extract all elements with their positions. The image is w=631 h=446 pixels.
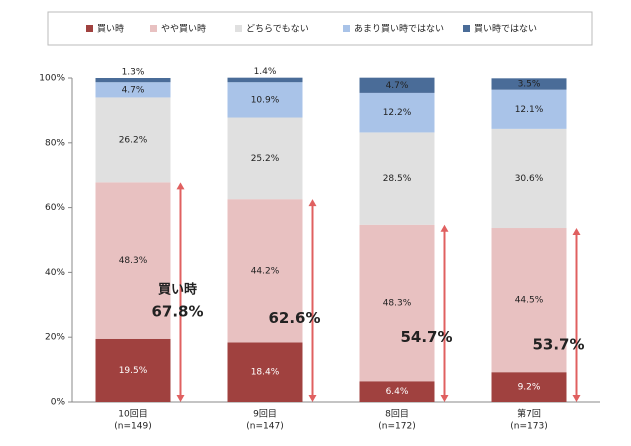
bar-segment: [95, 338, 171, 402]
y-tick-label: 40%: [45, 268, 65, 278]
bar-segment: [95, 78, 171, 83]
bar-segment: [95, 182, 171, 339]
bar-segment: [227, 117, 303, 200]
arrow-head: [176, 395, 185, 402]
value-label: 1.4%: [254, 67, 277, 77]
x-tick-label: 10回目: [118, 409, 147, 420]
bar-segment: [95, 97, 171, 183]
bar-segment: [227, 342, 303, 402]
legend-label: 買い時: [97, 24, 124, 35]
legend-swatch: [86, 25, 93, 32]
x-tick-sublabel: (n=147): [246, 422, 283, 432]
bar-segment: [491, 128, 567, 229]
annotation-label: 54.7%: [400, 328, 452, 346]
value-label: 9.2%: [518, 383, 541, 393]
annotation-label: 53.7%: [532, 336, 584, 354]
y-tick-label: 60%: [45, 203, 65, 213]
value-label: 4.7%: [386, 81, 409, 91]
value-label: 18.4%: [251, 368, 280, 378]
legend-swatch: [343, 25, 350, 32]
legend-label: どちらでもない: [246, 24, 309, 35]
x-tick-sublabel: (n=149): [114, 422, 151, 432]
arrow-head: [308, 199, 317, 207]
value-label: 6.4%: [386, 387, 409, 397]
bar-segment: [491, 89, 567, 129]
bar-segment: [227, 82, 303, 118]
bar-segment: [359, 224, 435, 382]
legend-box: [47, 11, 593, 46]
y-tick-label: 20%: [45, 333, 65, 343]
bar-segment: [491, 78, 567, 90]
value-label: 26.2%: [119, 135, 148, 145]
legend-label: あまり買い時ではない: [354, 24, 444, 35]
bar-segment: [359, 77, 435, 93]
arrow-head: [572, 395, 581, 402]
x-tick-sublabel: (n=173): [510, 422, 547, 432]
x-tick-label: 第7回: [517, 408, 541, 420]
value-label: 48.3%: [119, 256, 148, 266]
x-tick-label: 8回目: [385, 409, 409, 420]
value-label: 10.9%: [251, 95, 280, 105]
value-label: 44.2%: [251, 266, 280, 276]
arrow-head: [308, 395, 317, 402]
value-label: 3.5%: [518, 79, 541, 89]
value-label: 4.7%: [122, 85, 145, 95]
legend-swatch: [150, 25, 157, 32]
value-label: 28.5%: [383, 174, 412, 184]
y-tick-label: 0%: [51, 398, 66, 408]
bar-segment: [359, 132, 435, 225]
legend-swatch: [463, 25, 470, 32]
value-label: 1.3%: [122, 68, 145, 78]
bar-segment: [227, 77, 303, 83]
x-tick-sublabel: (n=172): [378, 422, 415, 432]
bar-segment: [491, 372, 567, 402]
arrow-head: [572, 228, 581, 236]
bar-segment: [359, 92, 435, 133]
y-tick-label: 100%: [39, 74, 65, 84]
bar-segment: [227, 199, 303, 343]
value-label: 44.5%: [515, 296, 544, 306]
arrow-head: [440, 224, 449, 232]
y-tick-label: 80%: [45, 138, 65, 148]
value-label: 25.2%: [251, 154, 280, 164]
x-tick-label: 9回目: [253, 409, 277, 420]
value-label: 12.2%: [383, 108, 412, 118]
legend-label: やや買い時: [161, 24, 206, 35]
bar-segment: [491, 228, 567, 373]
value-label: 12.1%: [515, 105, 544, 115]
legend-label: 買い時ではない: [474, 24, 537, 35]
arrow-head: [440, 395, 449, 402]
value-label: 19.5%: [119, 366, 148, 376]
annotation-label: 62.6%: [268, 309, 320, 327]
bar-segment: [95, 82, 171, 98]
value-label: 30.6%: [515, 174, 544, 184]
legend-swatch: [235, 25, 242, 32]
arrow-head: [176, 182, 185, 190]
bar-segment: [359, 381, 435, 402]
annotation-title: 買い時: [158, 282, 197, 298]
value-label: 48.3%: [383, 299, 412, 309]
annotation-label: 67.8%: [151, 303, 203, 321]
